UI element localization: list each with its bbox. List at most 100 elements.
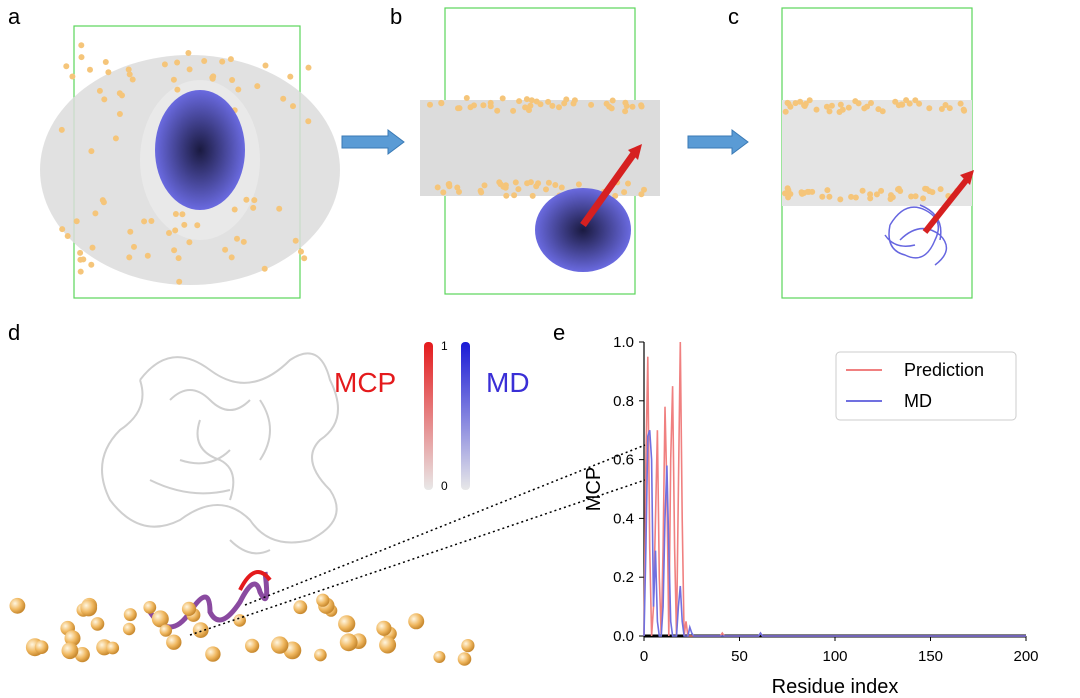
headgroup-dot bbox=[826, 108, 833, 115]
headgroup-bead bbox=[433, 651, 446, 663]
headgroup-dot bbox=[92, 210, 99, 217]
headgroup-dot bbox=[533, 98, 540, 105]
headgroup-dot bbox=[235, 86, 242, 93]
headgroup-dot bbox=[638, 103, 645, 110]
headgroup-dot bbox=[873, 191, 880, 198]
headgroup-dot bbox=[438, 99, 445, 106]
headgroup-dot bbox=[126, 254, 133, 261]
headgroup-dot bbox=[454, 184, 461, 191]
transition-arrow-2 bbox=[687, 129, 749, 155]
chart-series bbox=[643, 341, 1026, 637]
headgroup-dot bbox=[305, 64, 312, 71]
series-line-md bbox=[643, 429, 1026, 637]
headgroup-dot bbox=[641, 186, 647, 193]
headgroup-dot bbox=[937, 186, 944, 193]
headgroup-dot bbox=[875, 106, 882, 113]
md-label: MD bbox=[486, 367, 530, 398]
headgroup-dot bbox=[487, 103, 494, 110]
headgroup-dot bbox=[510, 107, 517, 114]
headgroup-dot bbox=[625, 180, 631, 187]
headgroup-dot bbox=[174, 86, 181, 93]
panel-d-headgroup-beads bbox=[9, 593, 475, 666]
headgroup-bead bbox=[122, 622, 136, 636]
headgroup-bead bbox=[379, 636, 397, 654]
headgroup-dot bbox=[58, 126, 65, 133]
panel-c-headgroups bbox=[782, 97, 968, 203]
headgroup-bead bbox=[376, 620, 392, 636]
headgroup-dot bbox=[172, 211, 179, 217]
transition-arrow-1 bbox=[341, 129, 405, 155]
headgroup-dot bbox=[622, 108, 629, 115]
headgroup-dot bbox=[806, 188, 812, 195]
headgroup-bead bbox=[61, 642, 79, 660]
headgroup-dot bbox=[234, 235, 240, 242]
headgroup-dot bbox=[828, 102, 835, 109]
headgroup-dot bbox=[961, 107, 968, 114]
headgroup-dot bbox=[859, 187, 866, 194]
panel-label-a: a bbox=[8, 4, 21, 29]
headgroup-dot bbox=[186, 66, 193, 73]
headgroup-dot bbox=[612, 192, 619, 199]
panel-b-headgroups bbox=[427, 95, 647, 199]
headgroup-dot bbox=[528, 97, 535, 104]
headgroup-dot bbox=[638, 191, 645, 198]
headgroup-dot bbox=[185, 50, 192, 56]
headgroup-dot bbox=[920, 195, 927, 202]
headgroup-dot bbox=[78, 54, 85, 61]
headgroup-dot bbox=[219, 58, 226, 65]
headgroup-dot bbox=[64, 233, 71, 239]
headgroup-dot bbox=[806, 97, 813, 104]
headgroup-bead bbox=[9, 597, 26, 614]
colorbar-md bbox=[461, 342, 470, 490]
headgroup-dot bbox=[440, 189, 447, 196]
y-tick-label: 1.0 bbox=[613, 334, 634, 351]
headgroup-dot bbox=[144, 252, 151, 259]
headgroup-dot bbox=[912, 193, 919, 200]
headgroup-dot bbox=[819, 193, 826, 200]
headgroup-dot bbox=[231, 206, 238, 213]
headgroup-bead bbox=[314, 648, 327, 662]
y-tick-label: 0.2 bbox=[613, 569, 634, 586]
headgroup-dot bbox=[957, 100, 964, 107]
y-ticks: 0.0 0.2 0.4 0.6 0.8 1.0 bbox=[613, 334, 644, 645]
headgroup-dot bbox=[240, 238, 247, 245]
panel-d-protein-ribbon bbox=[101, 352, 339, 555]
headgroup-dot bbox=[251, 197, 258, 204]
headgroup-dot bbox=[87, 66, 93, 73]
headgroup-dot bbox=[434, 184, 441, 191]
headgroup-dot bbox=[222, 246, 229, 253]
y-tick-label: 0.4 bbox=[613, 510, 634, 527]
headgroup-dot bbox=[166, 230, 172, 236]
headgroup-dot bbox=[926, 105, 933, 112]
headgroup-dot bbox=[868, 100, 874, 106]
headgroup-bead bbox=[457, 652, 472, 666]
headgroup-dot bbox=[101, 96, 108, 103]
headgroup-bead bbox=[106, 641, 120, 655]
chart-legend: Prediction MD bbox=[835, 351, 1017, 421]
headgroup-dot bbox=[96, 87, 103, 94]
headgroup-dot bbox=[889, 194, 896, 201]
headgroup-dot bbox=[785, 194, 792, 201]
headgroup-dot bbox=[784, 185, 791, 192]
connector-line-2 bbox=[189, 479, 646, 636]
headgroup-dot bbox=[942, 102, 949, 108]
headgroup-dot bbox=[906, 100, 913, 107]
panel-a-simulation bbox=[40, 25, 340, 299]
y-tick-label: 0.8 bbox=[613, 393, 634, 410]
headgroup-dot bbox=[861, 105, 868, 112]
headgroup-dot bbox=[916, 100, 923, 107]
headgroup-bead bbox=[293, 600, 308, 615]
headgroup-dot bbox=[845, 104, 852, 111]
headgroup-dot bbox=[571, 97, 578, 104]
headgroup-dot bbox=[131, 243, 137, 250]
colorbar-max: 1 bbox=[441, 339, 448, 353]
headgroup-bead bbox=[123, 608, 137, 622]
headgroup-dot bbox=[556, 104, 562, 111]
headgroup-bead bbox=[245, 638, 260, 653]
panel-c-protein-ribbon bbox=[884, 204, 948, 266]
headgroup-dot bbox=[102, 59, 109, 65]
headgroup-dot bbox=[923, 186, 930, 192]
headgroup-dot bbox=[499, 95, 506, 102]
headgroup-dot bbox=[194, 222, 201, 229]
headgroup-bead bbox=[166, 634, 182, 650]
